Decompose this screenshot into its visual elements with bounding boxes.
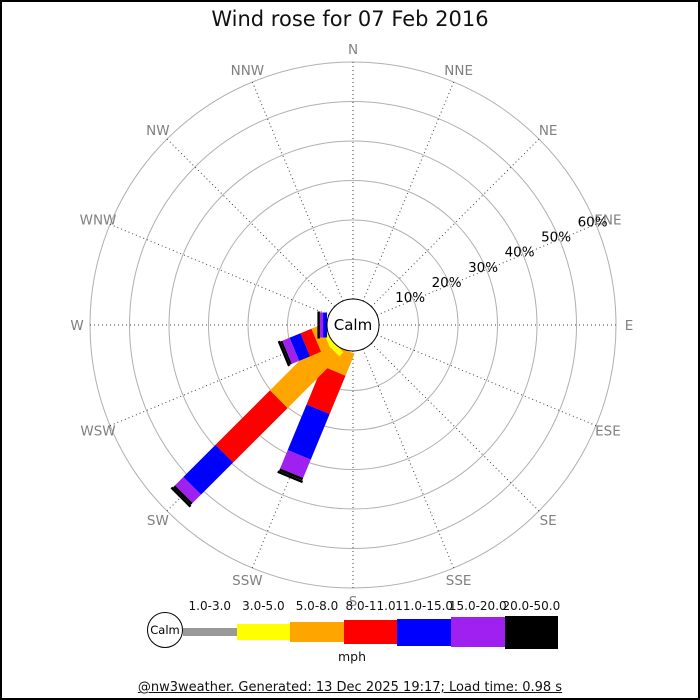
legend-calm-label: Calm — [150, 623, 180, 637]
percent-label-60: 60% — [578, 214, 608, 230]
legend-bin-label: 11.0-15.0 — [395, 599, 454, 613]
bar-segment-WSW-5.0-8.0 — [311, 324, 331, 352]
bar-endcap-SSW — [277, 470, 304, 484]
legend-bin-label: 20.0-50.0 — [502, 599, 561, 613]
compass-label-NNE: NNE — [444, 63, 473, 79]
bar-segment-WSW-8.0-11.0 — [300, 328, 321, 357]
legend-swatch-3.0-5.0 — [236, 624, 291, 640]
legend-bin-label: 5.0-8.0 — [295, 599, 339, 613]
legend-swatch-8.0-11.0 — [343, 620, 398, 644]
bar-WSW — [277, 323, 334, 367]
bar-segment-SSW-15.0-20.0 — [280, 450, 311, 478]
legend-swatch-20.0-50.0 — [504, 615, 559, 649]
legend: 1.0-3.0 3.0-5.0 5.0-8.0 8.0-11.0 11.0-15.0 15… — [183, 598, 561, 650]
compass-label-SSE: SSE — [446, 573, 472, 589]
compass-label-SE: SE — [540, 513, 557, 529]
compass-label-N: N — [348, 42, 358, 58]
percent-label-40: 40% — [505, 245, 535, 261]
bar-endcap-SW — [170, 486, 192, 508]
bar-W — [317, 311, 327, 339]
bar-endcap-W — [317, 311, 320, 339]
compass-label-WSW: WSW — [80, 424, 115, 440]
ring-50pct — [129, 101, 577, 549]
bar-SW — [170, 334, 344, 508]
compass-label-SSW: SSW — [232, 573, 263, 589]
bar-segment-SSW-8.0-11.0 — [306, 366, 346, 415]
percent-label-20: 20% — [432, 275, 462, 291]
legend-item-3.0-5.0: 3.0-5.0 — [236, 598, 291, 650]
legend-bin-label: 15.0-20.0 — [448, 599, 507, 613]
bar-SSW — [277, 344, 355, 484]
compass-label-WNW: WNW — [80, 212, 117, 228]
bar-segment-WSW-11.0-15.0 — [289, 333, 311, 361]
percent-label-50: 50% — [541, 230, 571, 246]
bar-endcap-WSW — [277, 340, 291, 367]
calm-circle — [326, 298, 380, 352]
percent-label-10: 10% — [395, 290, 425, 306]
legend-item-1.0-3.0: 1.0-3.0 — [183, 598, 237, 650]
compass-label-ENE: ENE — [594, 212, 621, 228]
legend-swatch-5.0-8.0 — [290, 622, 344, 642]
bar-segment-SSW-20.0-50.0 — [279, 468, 304, 481]
bar-segment-SW-11.0-15.0 — [183, 444, 234, 495]
legend-item-8.0-11.0: 8.0-11.0 — [343, 598, 398, 650]
legend-unit-label: mph — [337, 649, 367, 664]
bar-segment-W-11.0-15.0 — [323, 312, 327, 338]
bar-segment-WSW-20.0-50.0 — [280, 340, 292, 365]
ring-40pct — [168, 140, 538, 510]
compass-label-SW: SW — [147, 513, 169, 529]
percent-label-30: 30% — [468, 260, 498, 276]
legend-bin-label: 3.0-5.0 — [242, 599, 285, 613]
compass-label-NE: NE — [539, 123, 558, 139]
ring-10pct — [287, 259, 419, 391]
bar-segment-SW-8.0-11.0 — [215, 390, 288, 463]
legend-item-20.0-50.0: 20.0-50.0 — [502, 598, 561, 650]
compass-label-E: E — [625, 318, 634, 334]
compass-label-NW: NW — [146, 123, 169, 139]
compass-label-NNW: NNW — [231, 63, 265, 79]
ring-20pct — [247, 219, 459, 431]
compass-label-S: S — [349, 594, 358, 610]
legend-swatch-11.0-15.0 — [397, 618, 451, 646]
bar-segment-WSW-15.0-20.0 — [282, 337, 300, 364]
legend-bin-label: 8.0-11.0 — [345, 599, 396, 613]
legend-item-15.0-20.0: 15.0-20.0 — [448, 598, 507, 650]
legend-bin-label: 1.0-3.0 — [188, 599, 232, 613]
bar-segment-SSW-11.0-15.0 — [287, 404, 330, 460]
legend-item-11.0-15.0: 11.0-15.0 — [395, 598, 454, 650]
bar-segment-SW-20.0-50.0 — [172, 485, 193, 506]
footer-credit-link[interactable]: @nw3weather. Generated: 13 Dec 2025 19:1… — [137, 680, 563, 695]
calm-center-label: Calm — [334, 316, 372, 334]
bar-segment-W-15.0-20.0 — [319, 312, 324, 338]
legend-swatch-1.0-3.0 — [183, 628, 237, 636]
legend-item-5.0-8.0: 5.0-8.0 — [290, 598, 344, 650]
legend-swatch-15.0-20.0 — [450, 617, 505, 647]
bar-segment-SW-15.0-20.0 — [174, 476, 202, 504]
compass-label-W: W — [70, 318, 83, 334]
chart-title: Wind rose for 07 Feb 2016 — [211, 7, 489, 31]
compass-label-ESE: ESE — [595, 424, 621, 440]
bar-segment-SW-5.0-8.0 — [269, 338, 340, 409]
legend-calm-circle: Calm — [147, 612, 183, 648]
ring-30pct — [208, 180, 498, 470]
